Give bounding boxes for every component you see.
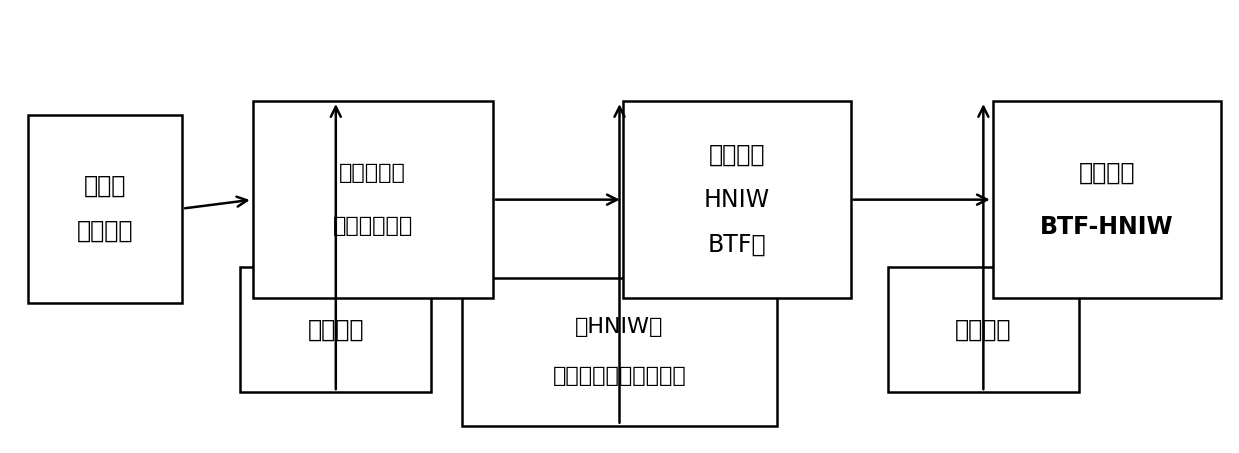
Text: 饱和溶液: 饱和溶液 [709, 143, 764, 167]
Text: 六硝基六氮杂异伍兹烷: 六硝基六氮杂异伍兹烷 [553, 366, 686, 386]
FancyBboxPatch shape [28, 115, 182, 303]
Text: 化呋咱: 化呋咱 [84, 174, 126, 198]
FancyBboxPatch shape [622, 101, 851, 298]
FancyBboxPatch shape [888, 267, 1079, 392]
Text: 苯并三氧: 苯并三氧 [77, 219, 134, 243]
FancyBboxPatch shape [992, 101, 1220, 298]
FancyBboxPatch shape [240, 267, 431, 392]
FancyBboxPatch shape [253, 101, 493, 298]
Text: 结晶溶剂: 结晶溶剂 [307, 318, 364, 342]
Text: 苯并三氧化呋: 苯并三氧化呋 [333, 217, 413, 236]
FancyBboxPatch shape [462, 278, 777, 426]
Text: BTF和: BTF和 [707, 232, 766, 256]
Text: 咱饱和溶液: 咱饱和溶液 [339, 163, 406, 183]
Text: 共晶炸药: 共晶炸药 [1078, 161, 1135, 185]
Text: HNIW: HNIW [704, 188, 769, 212]
Text: BTF-HNIW: BTF-HNIW [1040, 215, 1173, 238]
Text: （HNIW）: （HNIW） [575, 317, 664, 337]
Text: 蒸发结晶: 蒸发结晶 [955, 318, 1011, 342]
